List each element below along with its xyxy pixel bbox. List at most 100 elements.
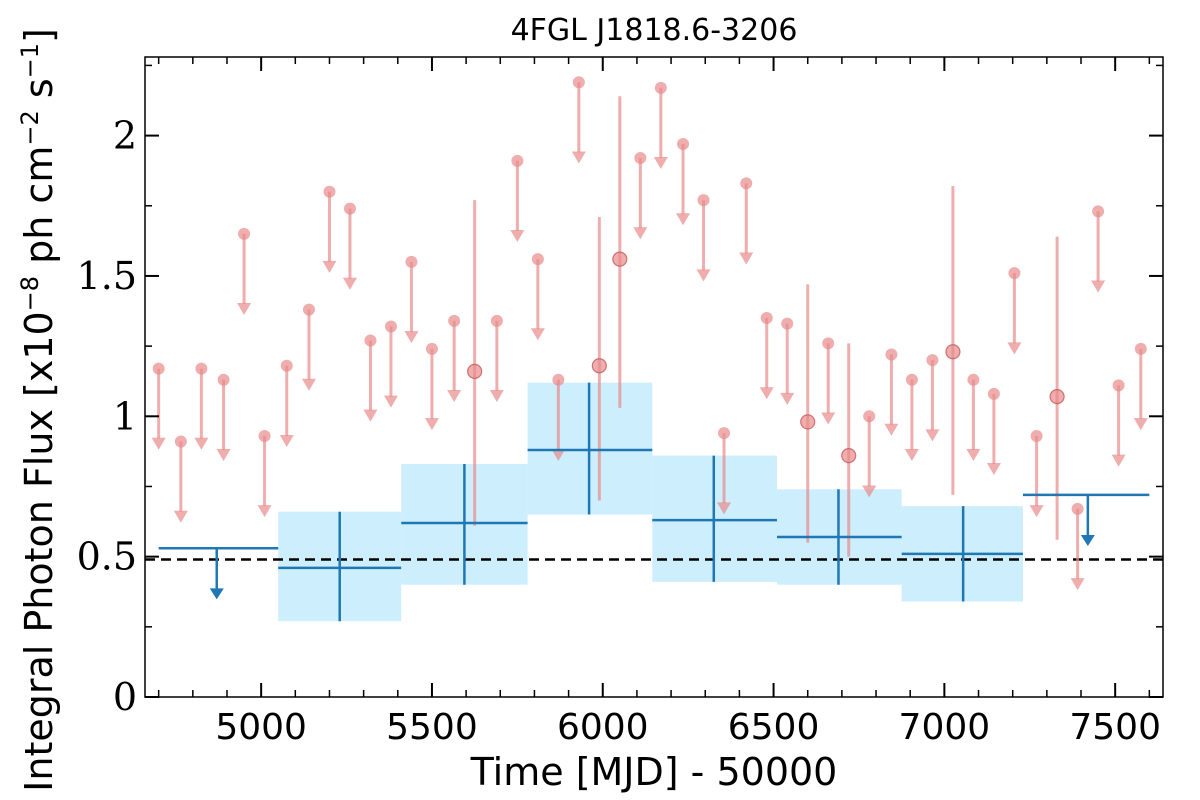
upper-limit-marker xyxy=(863,410,876,423)
upper-limit-arrowhead xyxy=(237,303,252,316)
upper-limit-arrowhead xyxy=(301,378,316,391)
short-bin-upper-limit xyxy=(301,303,316,391)
x-tick-label: 5000 xyxy=(215,707,307,748)
upper-limit-arrowhead xyxy=(1007,342,1022,355)
upper-limit-arrowhead xyxy=(383,395,398,408)
x-tick-label: 6500 xyxy=(728,707,820,748)
short-bin-upper-limit xyxy=(1111,379,1126,467)
detection-marker xyxy=(467,363,483,379)
y-tick-label: 0 xyxy=(113,675,137,719)
upper-limit-marker xyxy=(343,202,356,215)
short-bin-detection xyxy=(800,284,816,543)
upper-limit-marker xyxy=(677,138,690,151)
x-tick-label: 7000 xyxy=(899,707,991,748)
upper-limit-arrowhead xyxy=(1029,505,1044,518)
upper-limit-marker xyxy=(697,194,710,207)
y-axis-label: Integral Photon Flux [x10−8 ph cm−2 s−1] xyxy=(16,28,61,792)
short-bin-upper-limit xyxy=(904,373,919,461)
upper-limit-marker xyxy=(384,320,397,333)
short-bin-detection xyxy=(1049,236,1065,540)
upper-limit-marker xyxy=(781,317,794,330)
short-bin-series xyxy=(151,76,1148,591)
short-bin-upper-limit xyxy=(173,435,188,523)
short-bin-upper-limit xyxy=(780,317,795,405)
upper-limit-arrowhead xyxy=(363,409,378,422)
upper-limit-marker xyxy=(987,387,1000,400)
upper-limit-marker xyxy=(1092,205,1105,218)
upper-limit-arrowhead xyxy=(551,448,566,461)
short-bin-upper-limit xyxy=(279,359,294,447)
short-bin-upper-limit xyxy=(696,194,711,282)
short-bin-upper-limit xyxy=(966,373,981,461)
detection-marker xyxy=(841,447,857,464)
upper-limit-arrowhead xyxy=(633,227,648,240)
long-bin-series xyxy=(158,382,1150,622)
short-bin-detection xyxy=(467,200,483,526)
upper-limit-marker xyxy=(531,253,544,266)
upper-limit-marker xyxy=(195,362,208,375)
short-bin-upper-limit xyxy=(1133,342,1148,431)
detection-marker xyxy=(945,344,961,360)
upper-limit-arrowhead xyxy=(151,437,166,450)
upper-limit-marker xyxy=(448,314,461,327)
upper-limit-marker xyxy=(1071,502,1084,515)
upper-limit-arrowhead xyxy=(424,418,439,431)
short-bin-upper-limit xyxy=(862,410,877,498)
upper-limit-marker xyxy=(634,152,647,165)
y-tick-label: 1 xyxy=(113,394,137,438)
upper-limit-arrowhead xyxy=(257,505,272,518)
upper-limit-arrowhead xyxy=(1133,418,1148,431)
upper-limit-arrowhead xyxy=(404,331,419,344)
upper-limit-arrowhead xyxy=(342,277,357,290)
short-bin-upper-limit xyxy=(383,320,398,408)
upper-limit-arrowhead xyxy=(884,423,899,436)
upper-limit-arrowhead xyxy=(717,502,732,515)
upper-limit-marker xyxy=(740,177,753,190)
y-tick-label: 1.5 xyxy=(77,254,137,298)
short-bin-upper-limit xyxy=(404,255,419,344)
long-bin-upper-limit xyxy=(158,546,279,600)
chart-title: 4FGL J1818.6-3206 xyxy=(511,13,798,48)
short-bin-upper-limit xyxy=(1091,205,1106,293)
upper-limit-arrowhead xyxy=(1091,280,1106,293)
long-bin-detection xyxy=(527,382,653,515)
upper-limit-marker xyxy=(364,334,377,347)
short-bin-upper-limit xyxy=(676,138,691,226)
short-bin-detection xyxy=(591,217,607,501)
short-bin-upper-limit xyxy=(1070,502,1085,591)
short-bin-upper-limit xyxy=(424,342,439,431)
upper-limit-arrowhead xyxy=(209,588,224,600)
upper-limit-marker xyxy=(905,373,918,386)
upper-limit-arrowhead xyxy=(966,448,981,461)
upper-limit-marker xyxy=(405,255,418,268)
short-bin-upper-limit xyxy=(489,314,504,403)
short-bin-upper-limit xyxy=(510,154,525,243)
upper-limit-arrowhead xyxy=(696,269,711,282)
upper-limit-arrowhead xyxy=(530,328,545,341)
upper-limit-arrowhead xyxy=(510,230,525,243)
upper-limit-marker xyxy=(323,185,336,198)
short-bin-upper-limit xyxy=(739,177,754,265)
upper-limit-arrowhead xyxy=(447,390,462,403)
upper-limit-marker xyxy=(1030,429,1043,442)
short-bin-upper-limit xyxy=(653,81,668,170)
upper-limit-arrowhead xyxy=(322,260,337,273)
long-bin-detection xyxy=(401,464,528,585)
upper-limit-arrowhead xyxy=(780,392,795,405)
upper-limit-arrowhead xyxy=(173,510,188,523)
upper-limit-arrowhead xyxy=(904,448,919,461)
x-axis: 5000 5500 6000 6500 7000 7500 xyxy=(157,57,1161,748)
short-bin-upper-limit xyxy=(821,337,836,425)
upper-limit-arrowhead xyxy=(279,434,294,447)
upper-limit-marker xyxy=(822,337,835,350)
detection-marker xyxy=(800,414,816,430)
short-bin-upper-limit xyxy=(551,373,566,461)
short-bin-upper-limit xyxy=(571,76,586,164)
short-bin-upper-limit xyxy=(342,202,357,290)
short-bin-detection xyxy=(612,96,628,408)
short-bin-upper-limit xyxy=(447,314,462,403)
upper-limit-marker xyxy=(926,354,939,367)
upper-limit-marker xyxy=(718,427,731,440)
short-bin-detection xyxy=(945,186,961,495)
upper-limit-marker xyxy=(967,373,980,386)
